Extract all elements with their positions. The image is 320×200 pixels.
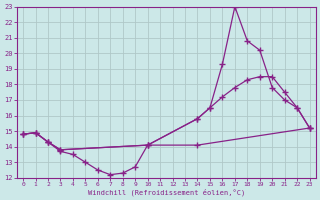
X-axis label: Windchill (Refroidissement éolien,°C): Windchill (Refroidissement éolien,°C) bbox=[88, 188, 245, 196]
